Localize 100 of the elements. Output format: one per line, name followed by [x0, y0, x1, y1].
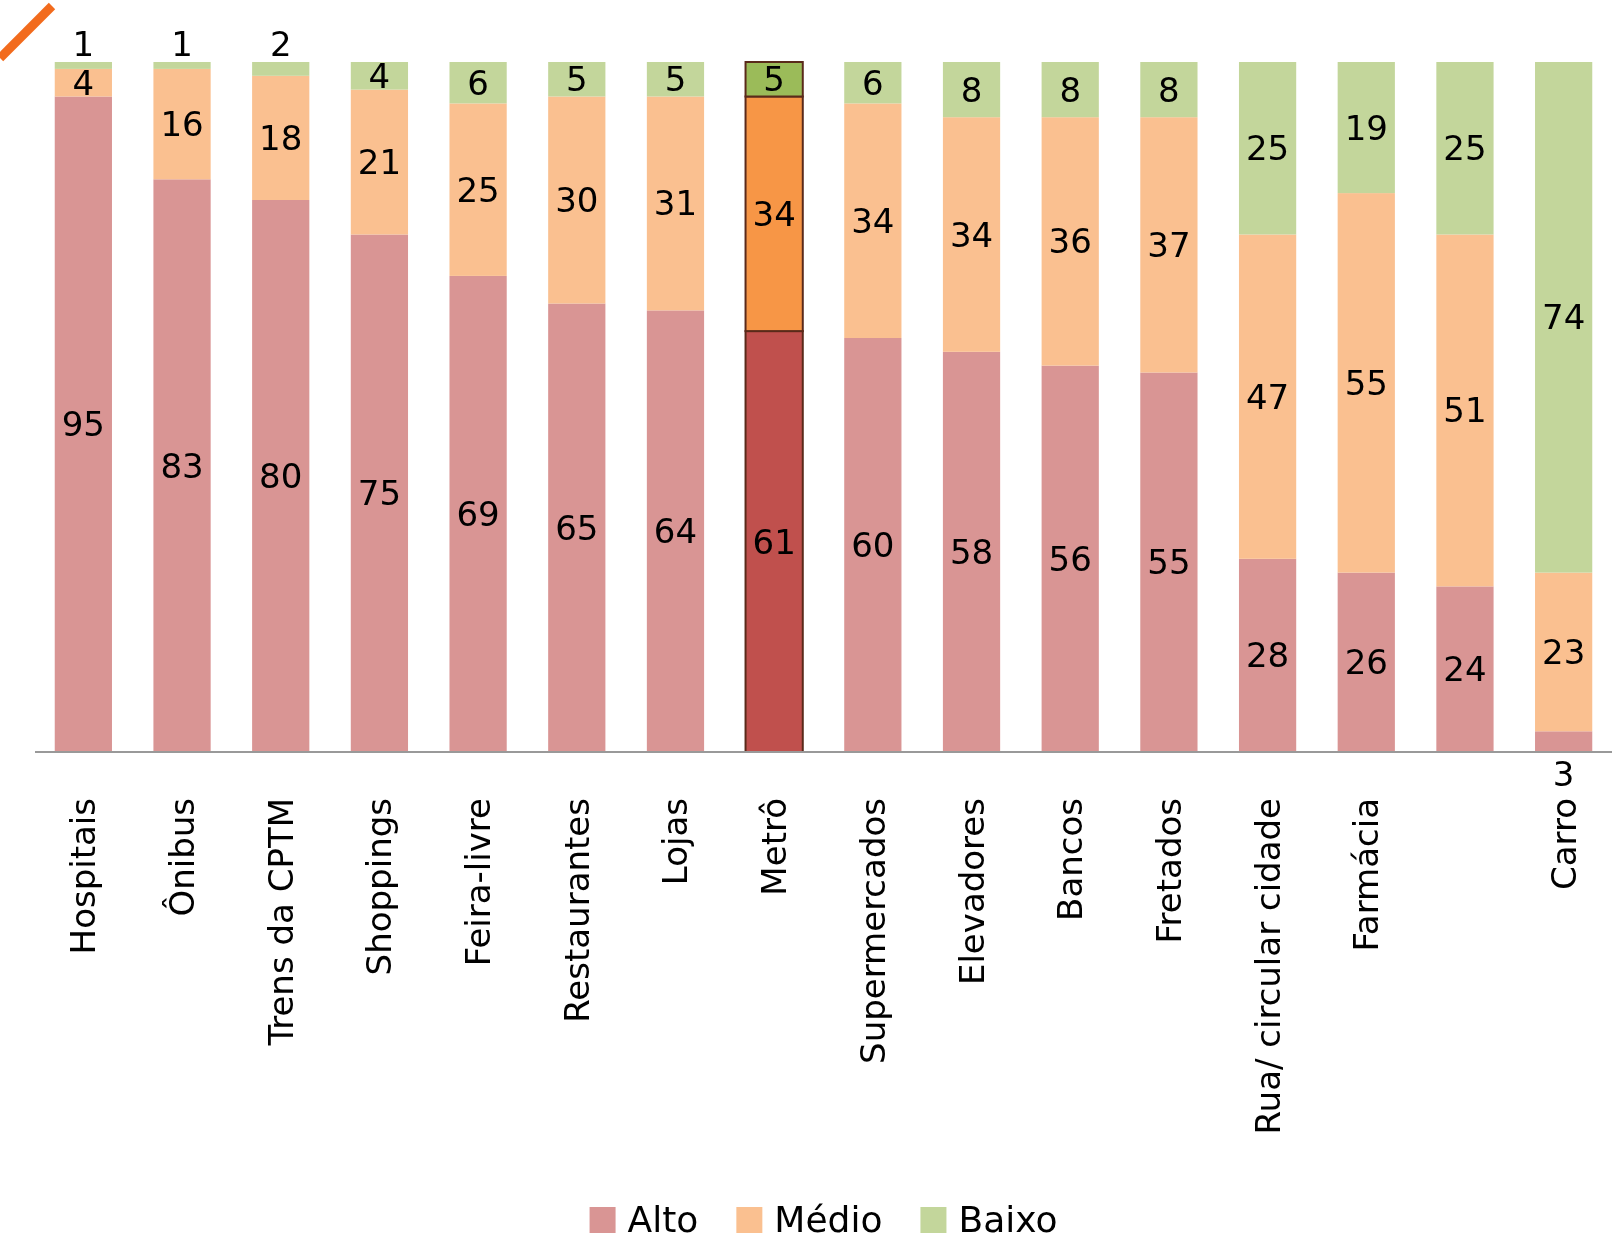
- data-label: 51: [1443, 390, 1487, 431]
- bar: [942, 351, 1001, 752]
- x-tick-label: Rua/ circular cidade: [1247, 798, 1288, 1135]
- x-tick-label: Farmácia: [1346, 798, 1387, 952]
- data-label: 34: [752, 193, 796, 234]
- bar: [252, 75, 310, 200]
- data-label: 95: [61, 404, 105, 445]
- bar: [1535, 572, 1593, 732]
- data-label: 5: [763, 59, 785, 100]
- bar: [942, 117, 1001, 352]
- bar: [1140, 372, 1198, 752]
- bar: [153, 179, 211, 752]
- x-tick-label: Restaurantes: [556, 798, 597, 1023]
- legend-label: Alto: [627, 1199, 699, 1240]
- data-label: 19: [1344, 107, 1388, 148]
- bar: [646, 96, 705, 311]
- bar: [1140, 62, 1198, 118]
- data-label: 64: [653, 511, 698, 552]
- bar: [1535, 62, 1593, 573]
- bar: [1337, 62, 1395, 194]
- legend-label: Médio: [774, 1199, 883, 1240]
- data-label: 26: [1344, 642, 1388, 683]
- data-label: 25: [1245, 128, 1290, 169]
- x-tick-label: Carro: [1543, 798, 1584, 890]
- bar: [1337, 193, 1395, 573]
- x-tick-label: Supermercados: [852, 798, 893, 1064]
- data-label: 61: [752, 521, 796, 562]
- data-label: 1: [171, 24, 193, 64]
- data-label: 28: [1245, 635, 1290, 676]
- bar: [153, 68, 211, 180]
- data-label: 60: [851, 525, 895, 565]
- data-label: 4: [368, 55, 391, 96]
- data-label: 83: [160, 445, 204, 486]
- bar: [1535, 731, 1593, 752]
- bar: [350, 234, 409, 752]
- bar: [252, 62, 310, 76]
- data-label: 34: [851, 200, 895, 241]
- bar: [1041, 117, 1099, 366]
- bar: [1238, 558, 1297, 752]
- data-label: 5: [664, 59, 687, 100]
- bar: [844, 338, 902, 752]
- bar: [942, 62, 1001, 118]
- bar: [1337, 572, 1395, 752]
- bar: [844, 103, 902, 338]
- data-label: 1: [72, 24, 95, 64]
- data-label: 58: [949, 531, 994, 572]
- data-label: 47: [1245, 376, 1290, 417]
- x-tick-label: Elevadores: [951, 798, 992, 986]
- data-label: 55: [1344, 362, 1388, 403]
- x-tick-label: Shoppings: [359, 798, 400, 976]
- data-label: 5: [565, 59, 588, 100]
- x-tick-label: Trens da CPTM: [260, 798, 301, 1047]
- data-label: 6: [862, 62, 884, 103]
- data-label: 65: [555, 507, 599, 548]
- bar: [54, 62, 112, 69]
- x-tick-label: Ônibus: [162, 798, 203, 917]
- legend-label: Baixo: [958, 1199, 1058, 1240]
- data-label: 80: [259, 456, 303, 496]
- data-label: 74: [1542, 297, 1586, 338]
- data-label: 8: [1059, 69, 1082, 110]
- bar: [252, 200, 310, 752]
- data-label: 34: [949, 214, 994, 255]
- data-label: 18: [259, 117, 303, 158]
- data-label: 75: [357, 473, 402, 514]
- bar: [1436, 62, 1494, 235]
- bar: [1436, 586, 1494, 752]
- x-tick-label: Hospitais: [63, 798, 104, 955]
- x-tick-label: Fretados: [1148, 798, 1189, 944]
- data-label: 21: [357, 142, 402, 183]
- data-label: 56: [1048, 538, 1092, 579]
- bar: [1436, 234, 1494, 587]
- x-tick-label: Metrô: [754, 798, 795, 896]
- data-label: 2: [269, 24, 292, 64]
- x-tick-label: Lojas: [655, 798, 696, 886]
- bar: [548, 303, 606, 752]
- bar: [1140, 117, 1198, 373]
- data-label: 69: [456, 493, 500, 534]
- bar: [54, 96, 112, 752]
- data-label: 16: [160, 104, 204, 145]
- bar: [1238, 62, 1297, 235]
- data-label: 8: [960, 69, 983, 110]
- data-label: 8: [1158, 69, 1180, 110]
- bar: [646, 310, 705, 752]
- bar: [1041, 365, 1099, 752]
- data-label: 4: [72, 62, 95, 103]
- x-tick-label: Bancos: [1050, 798, 1091, 921]
- data-label: 55: [1147, 542, 1191, 583]
- data-label: 37: [1147, 224, 1191, 265]
- bar: [153, 62, 211, 69]
- x-tick-label: Feira-livre: [458, 798, 499, 967]
- bar: [646, 62, 705, 97]
- data-label: 6: [467, 62, 489, 103]
- bar: [548, 62, 606, 97]
- data-label: 24: [1443, 649, 1487, 690]
- bar: [1041, 62, 1099, 118]
- data-label: 25: [1443, 128, 1487, 169]
- data-label: 23: [1542, 631, 1586, 672]
- data-label: 36: [1048, 221, 1092, 262]
- data-label: 31: [653, 183, 698, 224]
- data-label: 25: [456, 169, 500, 210]
